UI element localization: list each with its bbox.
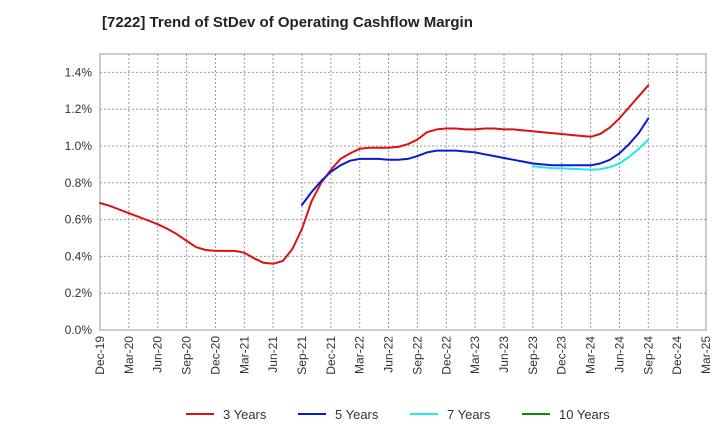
x-tick-label: Dec-21 (324, 336, 338, 375)
plot-area (99, 53, 707, 331)
y-tick-label: 0.8% (65, 176, 93, 190)
x-tick-label: Jun-20 (151, 336, 165, 373)
x-tick-label: Dec-22 (439, 336, 453, 375)
x-tick-label: Dec-24 (670, 336, 684, 375)
x-tick-label: Sep-23 (526, 336, 540, 375)
x-tick-label: Mar-24 (584, 336, 598, 374)
y-tick-label: 1.2% (65, 102, 93, 116)
x-tick-label: Sep-21 (295, 336, 309, 375)
x-tick-label: Jun-22 (382, 336, 396, 373)
x-tick-label: Sep-20 (180, 336, 194, 375)
series-line-3-years (99, 84, 650, 265)
x-tick-label: Jun-23 (497, 336, 511, 373)
y-tick-label: 1.4% (65, 65, 93, 79)
legend-label: 10 Years (559, 407, 610, 422)
x-tick-label: Dec-20 (208, 336, 222, 375)
legend-label: 3 Years (223, 407, 267, 422)
series-layer (99, 84, 650, 265)
x-tick-label: Jun-24 (612, 336, 626, 373)
series-line-5-years (301, 117, 650, 206)
x-tick-label: Sep-22 (410, 336, 424, 375)
series-line-7-years (531, 138, 650, 171)
legend-label: 5 Years (335, 407, 379, 422)
legend: 3 Years 5 Years 7 Years 10 Years (186, 407, 610, 422)
y-tick-label: 0.6% (65, 213, 93, 227)
x-tick-label: Dec-19 (93, 336, 107, 375)
y-tick-label: 0.2% (65, 286, 93, 300)
axis-layer: 0.0% 0.2% 0.4% 0.6% 0.8% 1.0% 1.2% 1.4% Dec-19 Ma… (65, 65, 713, 374)
grid-layer (99, 53, 707, 331)
chart-title: [7222] Trend of StDev of Operating Cashf… (102, 14, 473, 31)
y-tick-label: 0.0% (65, 323, 93, 337)
y-tick-label: 0.4% (65, 249, 93, 263)
x-tick-label: Jun-21 (266, 336, 280, 373)
x-tick-label: Sep-24 (641, 336, 655, 375)
legend-label: 7 Years (447, 407, 491, 422)
x-tick-label: Mar-21 (237, 336, 251, 374)
x-tick-label: Mar-23 (468, 336, 482, 374)
x-tick-label: Mar-22 (353, 336, 367, 374)
x-tick-label: Mar-20 (122, 336, 136, 374)
x-tick-label: Dec-23 (555, 336, 569, 375)
y-tick-label: 1.0% (65, 139, 93, 153)
x-tick-label: Mar-25 (699, 336, 713, 374)
